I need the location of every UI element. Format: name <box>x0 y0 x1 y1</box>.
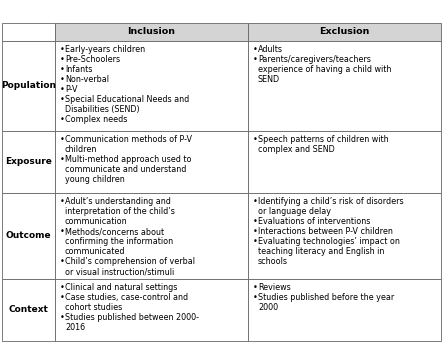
Text: •: • <box>59 95 64 104</box>
Text: Communication methods of P-V: Communication methods of P-V <box>65 135 192 144</box>
Text: •: • <box>59 55 64 64</box>
Text: Interactions between P-V children: Interactions between P-V children <box>258 227 393 236</box>
Text: experience of having a child with: experience of having a child with <box>258 65 391 74</box>
Text: Exclusion: Exclusion <box>319 28 370 36</box>
Bar <box>2 279 55 341</box>
Text: Outcome: Outcome <box>6 232 51 241</box>
Text: complex and SEND: complex and SEND <box>258 145 335 154</box>
Bar <box>55 193 248 279</box>
Text: •: • <box>59 283 64 292</box>
Text: Exposure: Exposure <box>5 158 52 166</box>
Text: Evaluations of interventions: Evaluations of interventions <box>258 217 370 226</box>
Bar <box>2 23 55 41</box>
Text: •: • <box>59 135 64 144</box>
Text: Non-verbal: Non-verbal <box>65 75 109 84</box>
Text: Clinical and natural settings: Clinical and natural settings <box>65 283 177 292</box>
Text: •: • <box>59 155 64 164</box>
Text: Parents/caregivers/teachers: Parents/caregivers/teachers <box>258 55 371 64</box>
Text: communicate and understand: communicate and understand <box>65 165 187 174</box>
Text: •: • <box>253 293 257 302</box>
Text: •: • <box>59 45 64 54</box>
Bar <box>248 131 441 193</box>
Bar <box>248 41 441 131</box>
Bar <box>2 131 55 193</box>
Text: •: • <box>59 115 64 124</box>
Text: Disabilities (SEND): Disabilities (SEND) <box>65 106 140 114</box>
Text: Context: Context <box>8 305 48 314</box>
Text: •: • <box>253 217 257 226</box>
Text: •: • <box>253 227 257 236</box>
Text: •: • <box>253 283 257 292</box>
Text: or visual instruction/stimuli: or visual instruction/stimuli <box>65 268 174 277</box>
Text: Case studies, case-control and: Case studies, case-control and <box>65 293 188 302</box>
Text: Infants: Infants <box>65 65 93 74</box>
Text: •: • <box>59 85 64 94</box>
Bar <box>2 193 55 279</box>
Text: Complex needs: Complex needs <box>65 115 128 124</box>
Text: •: • <box>59 197 64 206</box>
Text: SEND: SEND <box>258 75 280 84</box>
Text: interpretation of the child’s: interpretation of the child’s <box>65 207 175 216</box>
Bar <box>248 23 441 41</box>
Text: •: • <box>59 65 64 74</box>
Text: teaching literacy and English in: teaching literacy and English in <box>258 248 385 256</box>
Text: cohort studies: cohort studies <box>65 303 122 312</box>
Text: communicated: communicated <box>65 248 125 256</box>
Bar <box>55 131 248 193</box>
Text: Methods/concerns about: Methods/concerns about <box>65 227 164 236</box>
Text: Population: Population <box>1 82 56 91</box>
Bar <box>55 279 248 341</box>
Text: Inclusion: Inclusion <box>128 28 175 36</box>
Text: Reviews: Reviews <box>258 283 291 292</box>
Text: P-V: P-V <box>65 85 78 94</box>
Text: or language delay: or language delay <box>258 207 331 216</box>
Text: Adults: Adults <box>258 45 283 54</box>
Text: •: • <box>253 45 257 54</box>
Text: Special Educational Needs and: Special Educational Needs and <box>65 95 189 104</box>
Bar <box>248 193 441 279</box>
Text: •: • <box>59 313 64 322</box>
Text: children: children <box>65 145 97 154</box>
Text: 2000: 2000 <box>258 303 278 312</box>
Text: Adult’s understanding and: Adult’s understanding and <box>65 197 171 206</box>
Text: Speech patterns of children with: Speech patterns of children with <box>258 135 389 144</box>
Text: Studies published before the year: Studies published before the year <box>258 293 394 302</box>
Text: Multi-method approach used to: Multi-method approach used to <box>65 155 191 164</box>
Text: •: • <box>253 197 257 206</box>
Text: Identifying a child’s risk of disorders: Identifying a child’s risk of disorders <box>258 197 404 206</box>
Text: •: • <box>253 135 257 144</box>
Text: confirming the information: confirming the information <box>65 237 173 246</box>
Text: Early-years children: Early-years children <box>65 45 145 54</box>
Text: Evaluating technologies’ impact on: Evaluating technologies’ impact on <box>258 237 400 246</box>
Text: •: • <box>253 55 257 64</box>
Text: Studies published between 2000-: Studies published between 2000- <box>65 313 199 322</box>
Text: Pre-Schoolers: Pre-Schoolers <box>65 55 120 64</box>
Text: communication: communication <box>65 217 128 226</box>
Text: Child’s comprehension of verbal: Child’s comprehension of verbal <box>65 257 195 266</box>
Text: schools: schools <box>258 257 288 266</box>
Bar <box>2 41 55 131</box>
Text: •: • <box>59 257 64 266</box>
Text: •: • <box>59 75 64 84</box>
Text: •: • <box>59 227 64 236</box>
Text: young children: young children <box>65 175 125 184</box>
Text: •: • <box>253 237 257 246</box>
Text: •: • <box>59 293 64 302</box>
Text: 2016: 2016 <box>65 323 85 332</box>
Bar <box>55 41 248 131</box>
Bar <box>55 23 248 41</box>
Bar <box>248 279 441 341</box>
